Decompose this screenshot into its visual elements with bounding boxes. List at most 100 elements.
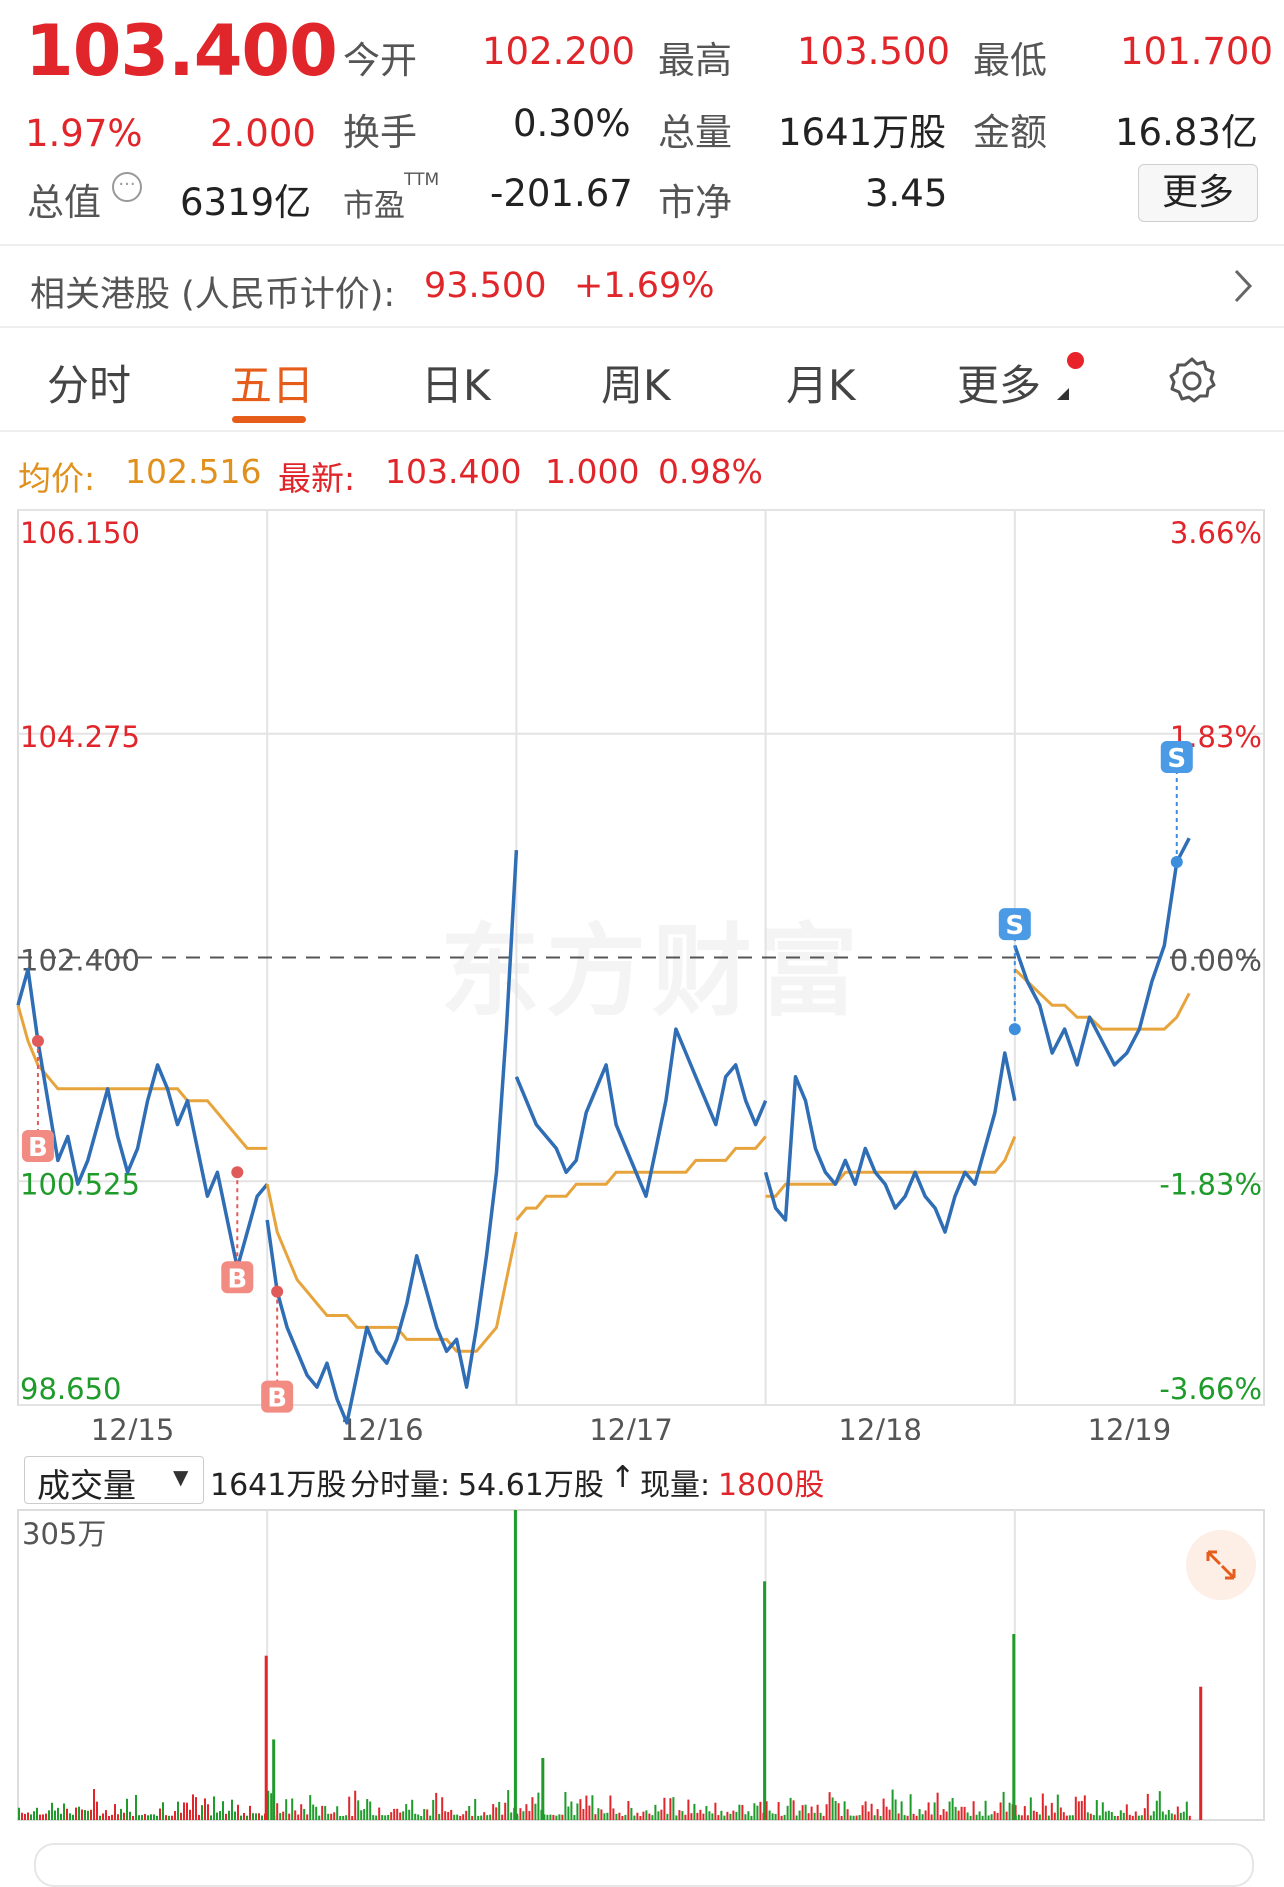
volume-bar	[1101, 1802, 1104, 1820]
volume-peak-bar	[513, 1510, 517, 1820]
volume-bar	[93, 1789, 95, 1820]
price-line	[1013, 837, 1191, 1067]
pe-value: -201.67	[490, 172, 633, 215]
tab-daily-k[interactable]: 日K	[421, 361, 491, 410]
volume-bar	[612, 1808, 615, 1820]
x-tick-label: 12/15	[91, 1413, 175, 1440]
volume-bar	[459, 1815, 462, 1820]
volume-bar	[972, 1801, 975, 1820]
volume-bar	[72, 1814, 74, 1820]
marker-dot	[1170, 856, 1183, 869]
volume-bar	[1188, 1815, 1191, 1820]
volume-bar	[951, 1797, 954, 1820]
bottom-input-bar[interactable]	[34, 1843, 1254, 1887]
divider	[0, 244, 1284, 246]
volume-bar	[876, 1809, 879, 1820]
volume-bar	[603, 1813, 606, 1820]
volume-bar	[990, 1814, 993, 1820]
volume-bar	[1182, 1811, 1185, 1820]
volume-bar	[288, 1813, 291, 1820]
volume-bar	[618, 1812, 621, 1820]
volume-bar	[885, 1806, 888, 1820]
tab-monthly-k[interactable]: 月K	[786, 361, 856, 410]
tab-five-day[interactable]: 五日	[230, 361, 315, 410]
volume-bar	[381, 1815, 384, 1820]
volume-bar	[378, 1807, 381, 1820]
volume-bar	[1050, 1802, 1053, 1820]
volume-bar	[561, 1814, 564, 1820]
volume-bar	[498, 1801, 501, 1820]
avg-value: 102.516	[125, 452, 262, 491]
volume-bar	[984, 1800, 987, 1820]
expand-button[interactable]	[1186, 1530, 1256, 1600]
volume-bar	[684, 1814, 687, 1820]
volume-bar	[84, 1810, 86, 1820]
info-icon[interactable]: ···	[112, 172, 142, 202]
volume-bar	[660, 1809, 663, 1820]
volume-bar	[408, 1809, 411, 1820]
tab-intraday[interactable]: 分时	[47, 361, 132, 410]
volume-bar	[636, 1812, 639, 1820]
tab-weekly-k[interactable]: 周K	[601, 361, 671, 410]
tab-more[interactable]: 更多	[957, 361, 1042, 410]
open-value: 102.200	[482, 30, 636, 73]
price-chart[interactable]: 106.150 104.275 102.400 100.525 98.650 3.66% 1…	[0, 0, 1284, 1440]
volume-bar	[999, 1802, 1002, 1820]
volume-bar	[600, 1809, 603, 1820]
more-button[interactable]: 更多	[1138, 164, 1258, 222]
gear-icon[interactable]	[1166, 355, 1218, 407]
volume-bar	[507, 1790, 510, 1820]
volume-bar	[312, 1804, 315, 1820]
volume-bar	[699, 1809, 702, 1820]
volume-bar	[339, 1815, 342, 1820]
volume-bar	[1185, 1801, 1188, 1820]
x-tick-label: 12/17	[589, 1413, 673, 1440]
volume-bar	[21, 1812, 23, 1820]
volume-bar	[1032, 1810, 1035, 1820]
volume-bar	[978, 1811, 981, 1820]
volume-bar	[663, 1797, 666, 1820]
volume-bar	[897, 1813, 900, 1820]
volume-bar	[624, 1814, 627, 1820]
volume-bar	[738, 1804, 741, 1820]
volume-bar	[1089, 1813, 1092, 1820]
volume-bar	[591, 1795, 594, 1820]
volume-bar	[54, 1810, 56, 1820]
volume-bar	[138, 1815, 140, 1820]
change-percent: 1.97%	[25, 112, 143, 155]
volume-bar	[477, 1815, 480, 1820]
volume-bar	[321, 1805, 324, 1820]
marker-label: B	[28, 1133, 48, 1163]
volume-bar	[435, 1792, 438, 1820]
divider	[0, 326, 1284, 328]
volume-bar	[786, 1805, 789, 1820]
volume-bar	[306, 1814, 309, 1820]
volume-bar	[432, 1799, 435, 1820]
high-value: 103.500	[797, 30, 951, 73]
latest-pct: 0.98%	[658, 452, 763, 491]
volume-chart[interactable]: 305万	[0, 1500, 1284, 1840]
pb-value: 3.45	[865, 172, 948, 215]
volume-bar	[87, 1810, 89, 1820]
volume-bar	[729, 1813, 732, 1820]
current-volume-value: 1800股	[718, 1468, 825, 1503]
volume-bar	[324, 1806, 327, 1820]
volume-bar	[771, 1813, 774, 1820]
volume-indicator-select[interactable]: 成交量 ▼	[24, 1456, 204, 1505]
volume-bar	[855, 1815, 858, 1820]
volume-bar	[297, 1814, 300, 1820]
volume-bar	[63, 1803, 65, 1820]
volume-bar	[837, 1803, 840, 1820]
chevron-right-icon[interactable]	[1232, 268, 1254, 304]
volume-bar	[465, 1810, 468, 1820]
volume-bar	[846, 1809, 849, 1820]
buy-marker	[221, 1261, 254, 1294]
volume-bar	[18, 1807, 20, 1820]
volume-bar	[840, 1815, 843, 1820]
y-tick-label-left: 100.525	[20, 1167, 140, 1201]
volume-bar	[831, 1797, 834, 1820]
volume-bar	[1125, 1804, 1128, 1820]
volume-bar	[1038, 1814, 1041, 1820]
volume-bar	[678, 1810, 681, 1820]
y-tick-label-left: 98.650	[20, 1372, 121, 1406]
